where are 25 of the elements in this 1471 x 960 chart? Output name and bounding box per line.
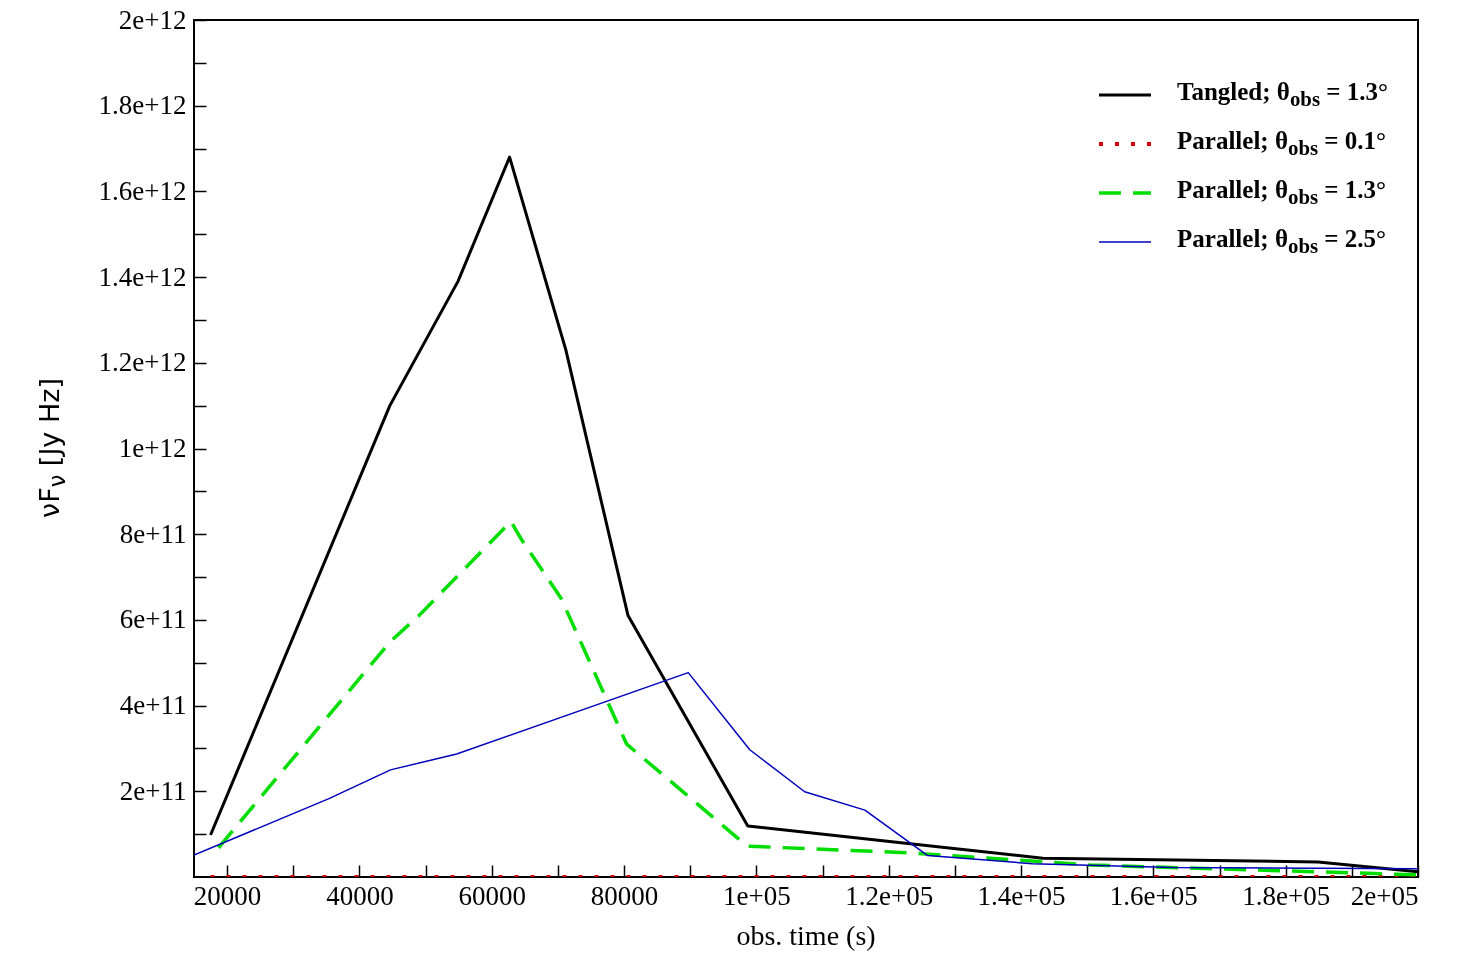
y-tick-label: 8e+11 <box>119 518 187 549</box>
legend-label: Parallel; θ$_{obs}$ = 1.3° <box>1177 175 1387 210</box>
x-tick-label: 80000 <box>590 880 659 911</box>
x-tick-label: 60000 <box>458 880 526 911</box>
x-tick-label: 1.6e+05 <box>1109 880 1198 911</box>
legend-label: Parallel; θ$_{obs}$ = 2.5° <box>1177 224 1387 259</box>
x-axis-title: obs. time (s) <box>736 920 876 952</box>
y-tick-label: 2e+11 <box>119 775 187 806</box>
x-tick-label: 40000 <box>326 880 394 911</box>
x-tick-label: 20000 <box>193 880 262 911</box>
y-tick-label: 1.6e+12 <box>98 175 187 206</box>
y-tick-label: 2e+12 <box>118 4 187 35</box>
y-tick-label: 1.8e+12 <box>98 90 187 121</box>
y-tick-label: 4e+11 <box>119 690 187 721</box>
y-tick-label: 6e+11 <box>119 604 187 635</box>
x-tick-label: 1e+05 <box>723 880 791 911</box>
y-tick-label: 1.2e+12 <box>98 347 187 378</box>
x-tick-label: 2e+05 <box>1350 880 1419 911</box>
y-tick-label: 1.4e+12 <box>98 261 187 292</box>
legend-label: Parallel; θ$_{obs}$ = 0.1° <box>1177 126 1387 161</box>
x-tick-label: 1.8e+05 <box>1242 880 1331 911</box>
y-tick-label: 1e+12 <box>118 433 187 463</box>
x-tick-label: 1.4e+05 <box>977 880 1066 911</box>
x-tick-label: 1.2e+05 <box>845 880 934 911</box>
legend-label: Tangled; θ$_{obs}$ = 1.3° <box>1177 77 1388 112</box>
